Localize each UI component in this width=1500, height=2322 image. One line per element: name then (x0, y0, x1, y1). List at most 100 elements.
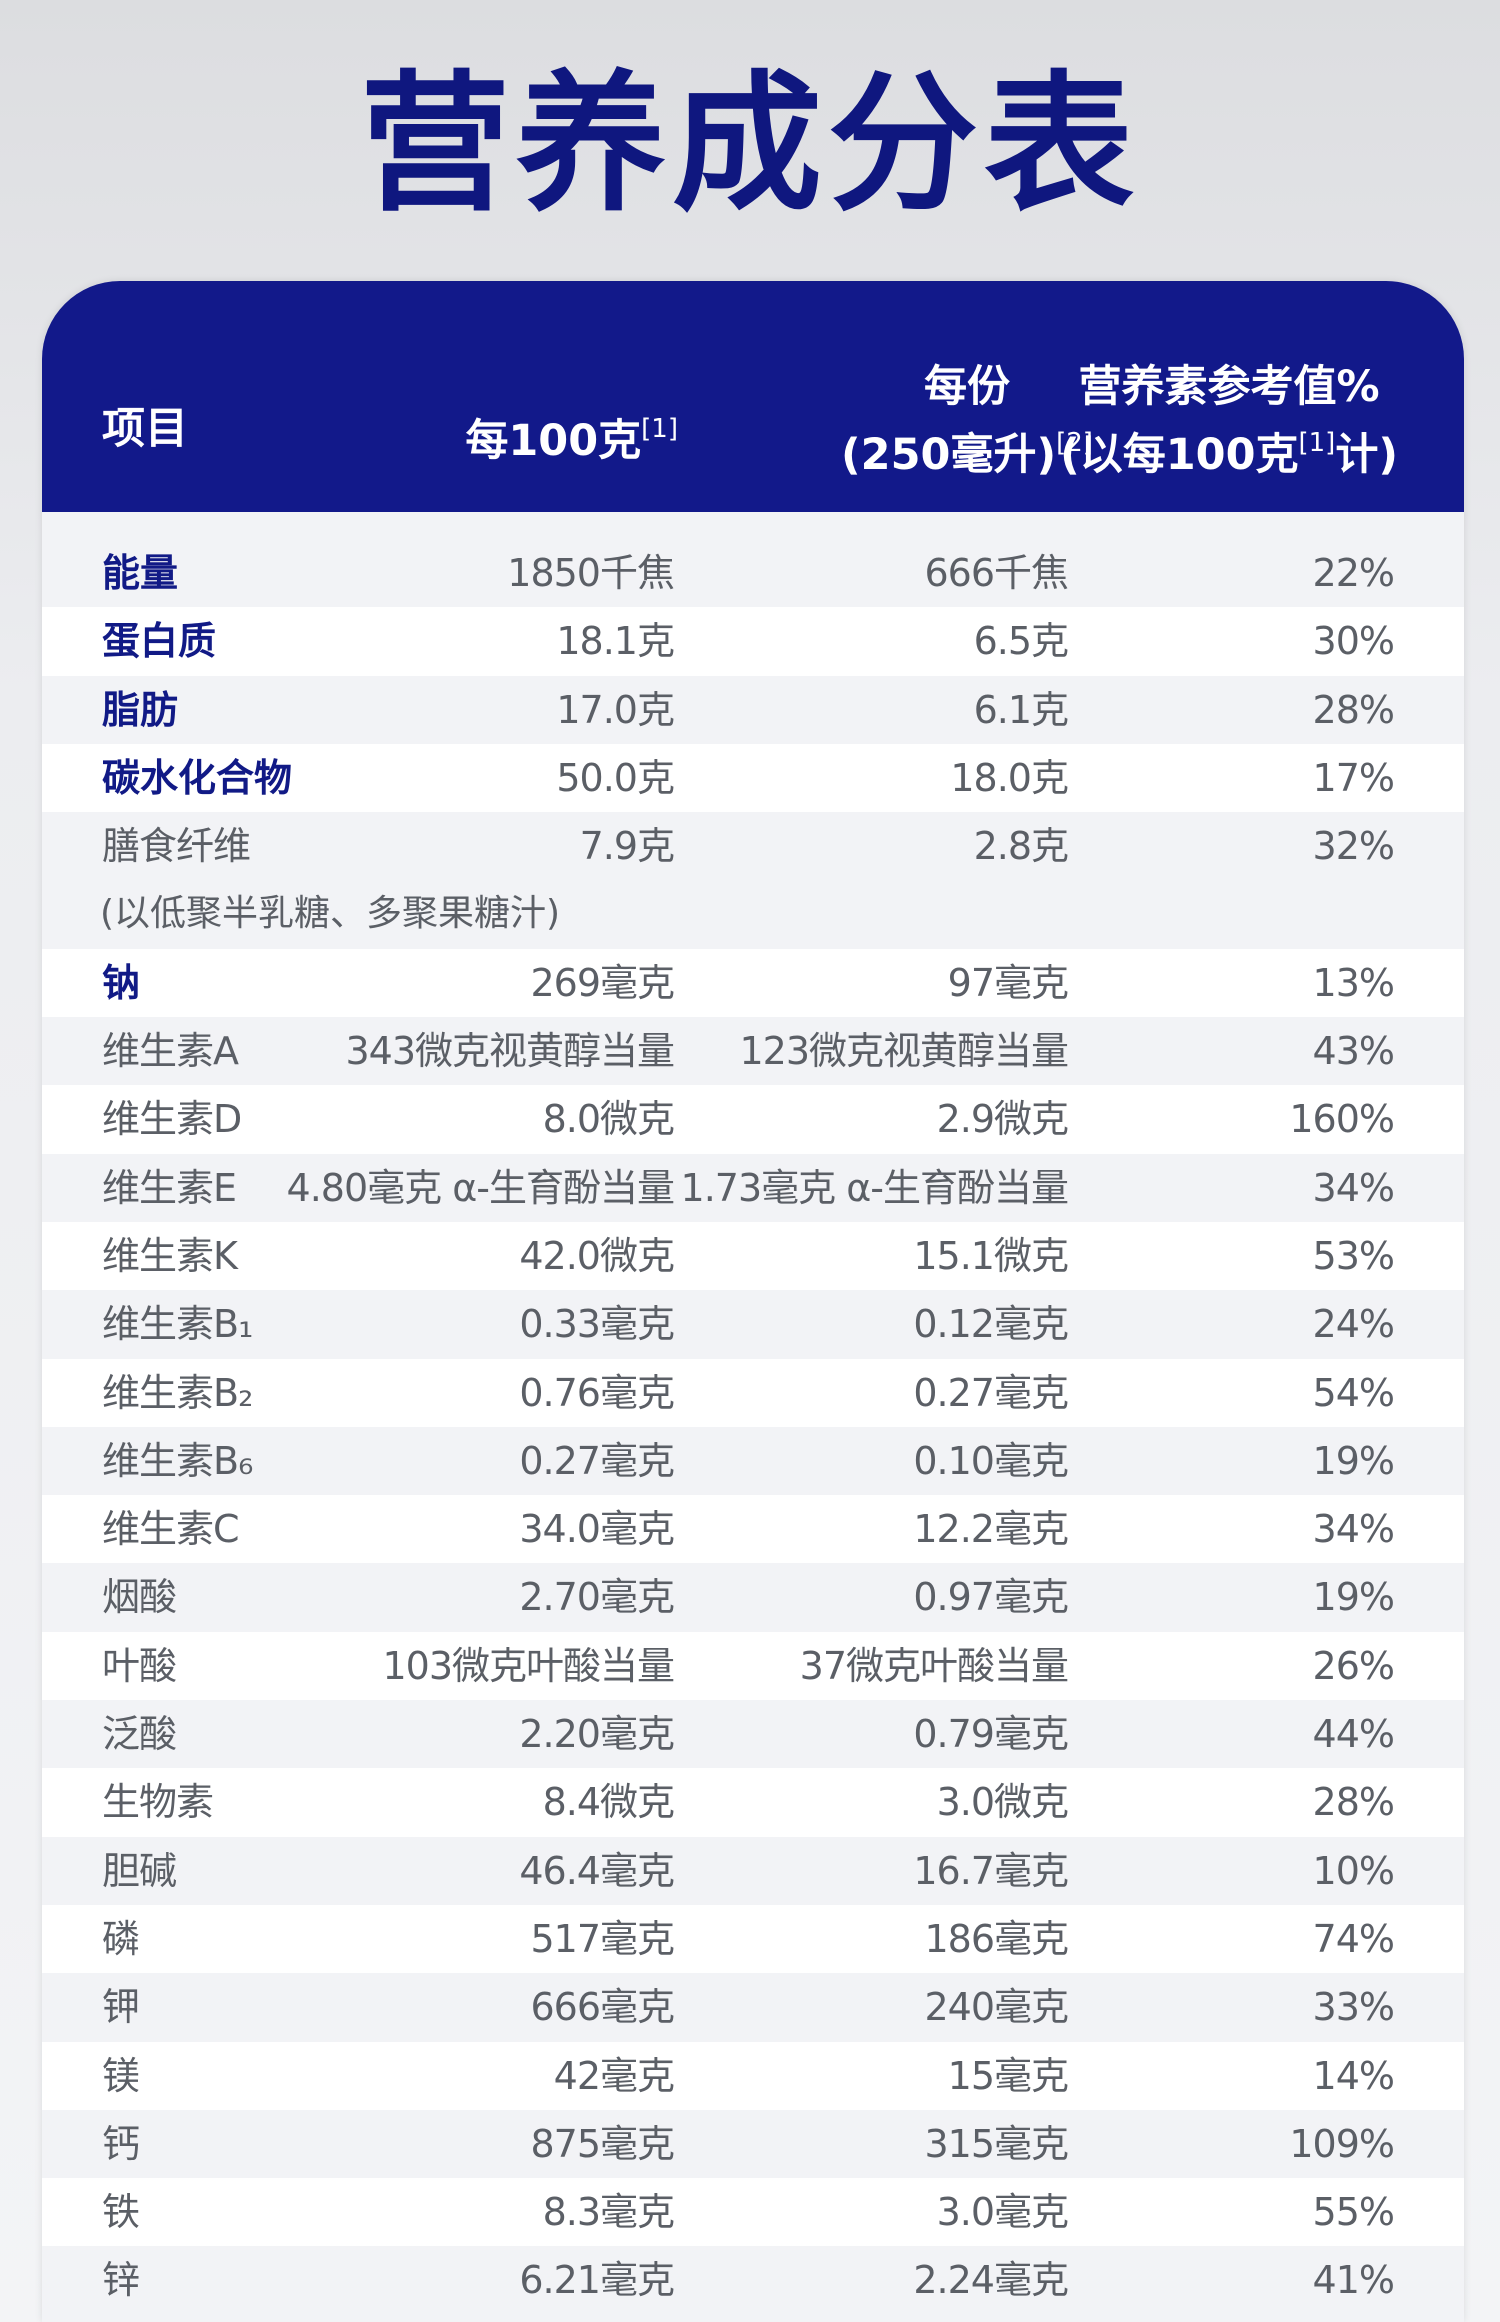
per-serving-value: 0.12毫克 (913, 1302, 1069, 1347)
nutrient-name: 钾 (102, 1985, 140, 2030)
per100-value: 6.21毫克 (519, 2258, 675, 2303)
page-title: 营养成分表 (359, 58, 1140, 232)
header-serving-label: 每份 (924, 362, 1010, 412)
per-serving-value: 240毫克 (924, 1985, 1069, 2030)
per-serving-value: 0.27毫克 (913, 1370, 1069, 1415)
header-nrv: 营养素参考值% (以每100克[1]计) (1060, 359, 1398, 483)
table-row: 脂肪 17.0克 6.1克 28% (42, 676, 1464, 744)
per-serving-value: 97毫克 (947, 960, 1069, 1005)
table-row: 维生素C 34.0毫克 12.2毫克 34% (42, 1495, 1464, 1564)
header-per100-footnote: [1] (641, 414, 678, 444)
nutrient-name: 泛酸 (102, 1712, 177, 1757)
per100-value: 343微克视黄醇当量 (345, 1029, 675, 1074)
nrv-value: 109% (1289, 2121, 1395, 2166)
nrv-value: 33% (1312, 1985, 1395, 2030)
per-serving-value: 15毫克 (947, 2053, 1069, 2098)
per-serving-value: 2.24毫克 (913, 2258, 1069, 2303)
nrv-value: 74% (1312, 1916, 1395, 1961)
header-nrv-label: 营养素参考值% (1078, 362, 1380, 412)
table-row: 生物素 8.4微克 3.0微克 28% (42, 1768, 1464, 1837)
per100-value: 7.9克 (579, 824, 675, 869)
nrv-value: 41% (1312, 2258, 1395, 2303)
table-row: 维生素B₁ 0.33毫克 0.12毫克 24% (42, 1290, 1464, 1358)
header-nrv-basis-end: 计) (1335, 430, 1398, 481)
nrv-value: 53% (1312, 1233, 1395, 1278)
per-serving-value: 186毫克 (924, 1916, 1069, 1961)
table-row: 维生素D 8.0微克 2.9微克 160% (42, 1085, 1464, 1154)
nutrient-name: 磷 (102, 1916, 140, 1961)
table-row: 胆碱 46.4毫克 16.7毫克 10% (42, 1837, 1464, 1905)
per100-value: 42毫克 (553, 2053, 675, 2098)
nutrient-name: 铁 (102, 2190, 140, 2235)
nrv-value: 28% (1312, 1780, 1395, 1825)
nrv-value: 14% (1312, 2053, 1395, 2098)
per-serving-value: 315毫克 (924, 2121, 1069, 2166)
table-row: 叶酸 103微克叶酸当量 37微克叶酸当量 26% (42, 1631, 1464, 1701)
table-header: 项目 每100克[1] 每份 (250毫升)[2] 营养素参考值% (以每100… (42, 281, 1464, 512)
per-serving-value: 3.0毫克 (936, 2190, 1069, 2235)
per-serving-value: 15.1微克 (913, 1233, 1069, 1278)
per100-value: 8.3毫克 (542, 2190, 675, 2235)
header-serving-volume: (250毫升) (841, 430, 1057, 481)
per100-value: 0.27毫克 (519, 1438, 675, 1483)
table-row: 钙 875毫克 315毫克 109% (42, 2110, 1464, 2178)
per100-value: 8.0微克 (542, 1097, 675, 1142)
table-body: 能量 1850千焦 666千焦 22% 蛋白质 18.1克 6.5克 30% 脂肪 17.0克 6.… (42, 539, 1464, 2315)
nrv-value: 13% (1312, 960, 1395, 1005)
table-row: 泛酸 2.20毫克 0.79毫克 44% (42, 1700, 1464, 1768)
per-serving-value: 6.1克 (973, 687, 1069, 732)
per-serving-value: 6.5克 (973, 619, 1069, 664)
nrv-value: 28% (1312, 687, 1395, 732)
table-row: 蛋白质 18.1克 6.5克 30% (42, 607, 1464, 676)
nrv-value: 34% (1312, 1165, 1395, 1210)
header-per100: 每100克[1] (465, 401, 678, 469)
per-serving-value: 123微克视黄醇当量 (739, 1029, 1069, 1074)
per-serving-value: 1.73毫克 α-生育酚当量 (680, 1165, 1069, 1210)
per-serving-value: 666千焦 (924, 551, 1069, 595)
table-row: 镁 42毫克 15毫克 14% (42, 2041, 1464, 2110)
nutrient-name: 蛋白质 (102, 619, 217, 664)
per100-value: 18.1克 (556, 619, 675, 664)
nutrient-name: 能量 (102, 551, 179, 595)
per-serving-value: 12.2毫克 (913, 1507, 1069, 1552)
nutrient-name: 胆碱 (102, 1848, 177, 1893)
nutrient-name: 碳水化合物 (102, 755, 293, 800)
nutrient-name: 维生素B₁ (102, 1302, 253, 1347)
table-row: 磷 517毫克 186毫克 74% (42, 1904, 1464, 1974)
nrv-value: 22% (1312, 551, 1395, 595)
nutrient-name: 钙 (102, 2121, 140, 2166)
nrv-value: 30% (1312, 619, 1395, 664)
nutrient-name: 脂肪 (102, 687, 179, 732)
per100-value: 4.80毫克 α-生育酚当量 (286, 1165, 675, 1210)
nrv-value: 55% (1312, 2190, 1395, 2235)
per-serving-value: 3.0微克 (936, 1780, 1069, 1825)
table-row: 维生素E 4.80毫克 α-生育酚当量 1.73毫克 α-生育酚当量 34% (42, 1154, 1464, 1222)
per100-value: 8.4微克 (542, 1780, 675, 1825)
per100-value: 2.20毫克 (519, 1712, 675, 1757)
nrv-value: 19% (1312, 1575, 1395, 1620)
table-row: 膳食纤维 (以低聚半乳糖、多聚果糖汁) 7.9克 2.8克 32% (42, 812, 1464, 949)
table-row: 碳水化合物 50.0克 18.0克 17% (42, 743, 1464, 813)
nrv-value: 44% (1312, 1712, 1395, 1757)
table-row: 维生素B₂ 0.76毫克 0.27毫克 54% (42, 1358, 1464, 1427)
table-row: 维生素A 343微克视黄醇当量 123微克视黄醇当量 43% (42, 1017, 1464, 1085)
table-row: 铁 8.3毫克 3.0毫克 55% (42, 2178, 1464, 2247)
header-nrv-footnote: [1] (1298, 428, 1336, 458)
per-serving-value: 2.8克 (973, 824, 1069, 869)
per100-value: 46.4毫克 (519, 1848, 675, 1893)
per100-value: 50.0克 (556, 755, 675, 800)
per100-value: 0.76毫克 (519, 1370, 675, 1415)
nutrient-name: 维生素B₂ (102, 1370, 253, 1415)
per-serving-value: 2.9微克 (936, 1097, 1069, 1142)
nutrient-name: 维生素C (102, 1507, 240, 1552)
table-row: 锌 6.21毫克 2.24毫克 41% (42, 2246, 1464, 2314)
nutrient-name: 维生素D (102, 1097, 242, 1142)
nutrient-name: 维生素K (102, 1233, 238, 1278)
per100-value: 0.33毫克 (519, 1302, 675, 1347)
nrv-value: 32% (1312, 824, 1395, 869)
per100-value: 2.70毫克 (519, 1575, 675, 1620)
nrv-value: 24% (1312, 1302, 1395, 1347)
per100-value: 1850千焦 (507, 551, 675, 595)
table-row: 烟酸 2.70毫克 0.97毫克 19% (42, 1563, 1464, 1631)
per100-value: 103微克叶酸当量 (382, 1643, 675, 1688)
